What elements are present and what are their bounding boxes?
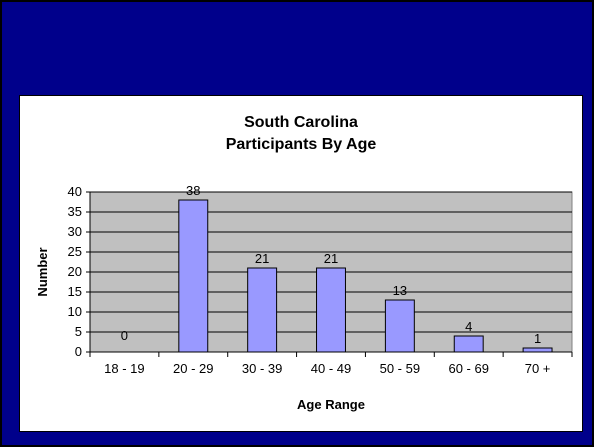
- x-category-label: 30 - 39: [242, 361, 282, 376]
- x-category-label: 40 - 49: [311, 361, 351, 376]
- data-label: 0: [121, 328, 128, 343]
- chart-title-line-1: South Carolina: [244, 114, 358, 131]
- x-axis-title: Age Range: [297, 397, 365, 412]
- y-tick-label: 25: [68, 244, 82, 259]
- bar-chart: 0 5 10 15 20 25 30 35 40 18 - 19 0 20 - 29 38 30 - 39…: [35, 183, 573, 412]
- data-label: 21: [255, 251, 269, 266]
- x-category-label: 20 - 29: [173, 361, 213, 376]
- bar: [316, 267, 346, 353]
- y-axis-title: Number: [35, 247, 50, 296]
- data-label: 38: [186, 183, 200, 198]
- y-tick-label: 0: [75, 344, 82, 359]
- data-label: 21: [324, 251, 338, 266]
- bar: [384, 299, 415, 353]
- y-tick-label: 40: [68, 184, 82, 199]
- data-label: 4: [465, 319, 472, 334]
- x-category-label: 50 - 59: [380, 361, 420, 376]
- chart-panel: South Carolina Participants By Age 0 5 10 1…: [19, 95, 583, 432]
- bar: [453, 335, 484, 353]
- y-tick-label: 35: [68, 204, 82, 219]
- bar: [522, 347, 553, 353]
- y-tick-label: 30: [68, 224, 82, 239]
- y-tick-label: 5: [75, 324, 82, 339]
- bar: [178, 199, 209, 353]
- y-tick-label: 20: [68, 264, 82, 279]
- y-tick-label: 10: [68, 304, 82, 319]
- data-label: 1: [534, 331, 541, 346]
- y-tick-label: 15: [68, 284, 82, 299]
- data-label: 13: [393, 283, 407, 298]
- chart-title-line-2: Participants By Age: [225, 136, 377, 153]
- x-category-label: 18 - 19: [104, 361, 144, 376]
- bar: [247, 267, 278, 353]
- x-category-label: 70 +: [525, 361, 551, 376]
- x-category-label: 60 - 69: [448, 361, 488, 376]
